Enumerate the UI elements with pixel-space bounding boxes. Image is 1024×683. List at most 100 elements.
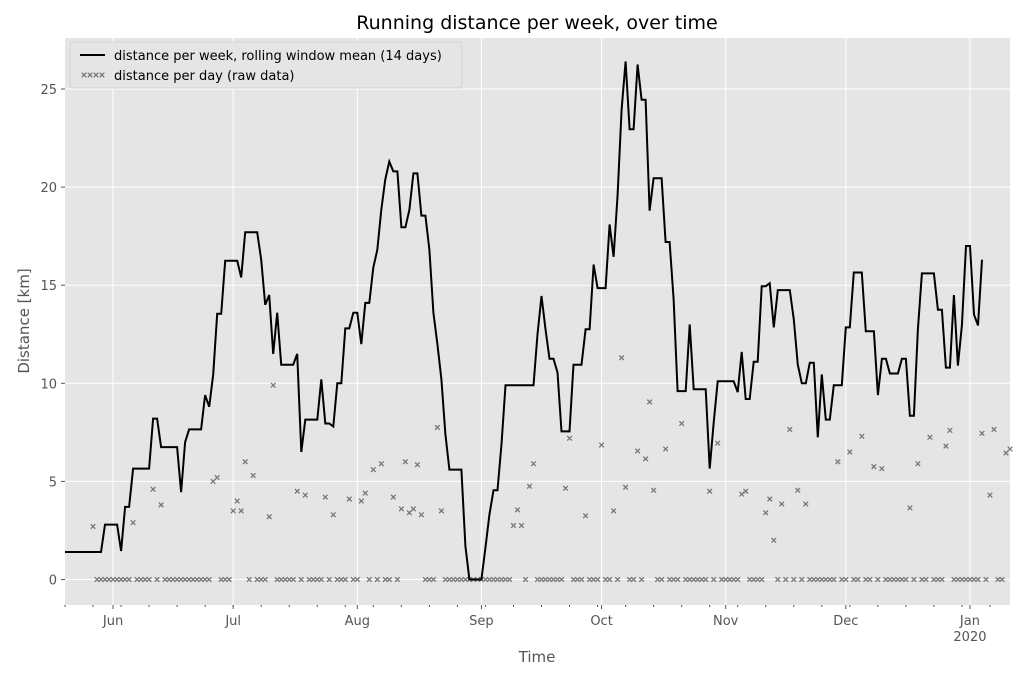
raw-data-point [382, 576, 389, 583]
raw-data-point [338, 576, 345, 583]
raw-data-point [438, 508, 445, 514]
raw-data-point [170, 576, 176, 583]
raw-data-point [626, 576, 633, 583]
raw-data-point [590, 576, 597, 583]
raw-data-point [350, 576, 357, 583]
raw-data-point [178, 576, 184, 583]
raw-data-point [446, 576, 453, 583]
raw-data-point [542, 576, 549, 583]
raw-data-point [698, 576, 705, 583]
raw-data-point [550, 576, 557, 583]
raw-data-point [262, 576, 268, 583]
raw-data-point [118, 576, 124, 583]
raw-data-point [370, 466, 377, 473]
raw-data-point [138, 576, 144, 583]
raw-data-point [490, 576, 497, 583]
raw-data-point [851, 576, 857, 583]
raw-data-point [762, 510, 769, 516]
raw-data-point [574, 576, 581, 583]
raw-data-point [863, 576, 869, 583]
raw-data-point [971, 576, 977, 583]
raw-data-point [967, 576, 973, 583]
raw-data-point [258, 576, 264, 583]
raw-data-point [706, 488, 713, 494]
raw-data-point [534, 576, 541, 583]
raw-data-point [622, 484, 629, 491]
raw-data-point [526, 483, 533, 490]
raw-data-point [518, 522, 525, 529]
raw-data-point [783, 576, 789, 583]
y-tick-label: 10 [40, 377, 57, 392]
raw-data-point [947, 427, 953, 434]
raw-data-point [498, 576, 505, 583]
raw-data-point [246, 576, 252, 583]
raw-data-point [510, 522, 517, 529]
raw-data-point [102, 576, 108, 583]
raw-data-point [266, 513, 272, 520]
legend-marker [81, 72, 87, 78]
raw-data-point [875, 576, 881, 583]
legend-label-rolling: distance per week, rolling window mean (… [114, 49, 442, 64]
raw-data-point [899, 576, 905, 583]
legend: distance per week, rolling window mean (… [69, 41, 463, 89]
raw-data-point [570, 576, 577, 583]
x-tick-label: Jul [224, 614, 241, 629]
raw-data-point [530, 460, 537, 467]
raw-data-point [522, 576, 529, 583]
raw-data-point [214, 474, 220, 481]
raw-data-point [678, 420, 685, 427]
raw-data-point [614, 576, 621, 583]
raw-data-point [198, 576, 204, 583]
raw-data-point [358, 498, 365, 504]
raw-data-point [546, 576, 553, 583]
raw-data-point [999, 576, 1005, 583]
x-tick-label: Jan [959, 614, 980, 629]
raw-data-point [154, 576, 160, 583]
raw-data-point [919, 576, 925, 583]
raw-data-point [326, 576, 333, 583]
raw-data-point [730, 576, 737, 583]
raw-data-point [859, 433, 865, 440]
raw-data-point [586, 576, 593, 583]
raw-data-point [106, 576, 112, 583]
raw-data-point [766, 496, 773, 502]
raw-data-point [482, 576, 489, 583]
grid [65, 38, 1010, 605]
x-tick-label: Aug [345, 614, 370, 629]
raw-data-point [654, 576, 661, 583]
raw-data-point [646, 399, 653, 405]
raw-data-point [458, 576, 465, 583]
raw-data-point [142, 576, 148, 583]
raw-data-point [306, 576, 313, 583]
raw-data-point [126, 576, 132, 583]
raw-data-point [182, 576, 188, 583]
raw-data-point [734, 576, 741, 583]
x-axis-label: Time [518, 648, 556, 666]
plot-background [65, 38, 1010, 605]
raw-data-point [879, 465, 885, 472]
raw-data-point [738, 491, 745, 497]
raw-data-point [418, 511, 425, 518]
raw-data-point [819, 576, 825, 583]
raw-data-point [278, 576, 284, 583]
raw-data-point [666, 576, 673, 583]
raw-data-point [927, 434, 933, 441]
raw-data-point [386, 576, 393, 583]
raw-data-point [702, 576, 709, 583]
raw-data-point [770, 537, 777, 544]
raw-data-point [330, 511, 337, 518]
raw-data-point [839, 576, 845, 583]
raw-data-point [694, 576, 701, 583]
raw-data-point [682, 576, 689, 583]
raw-data-point [250, 472, 256, 479]
raw-data-point [726, 576, 733, 583]
raw-data-point [823, 576, 829, 583]
raw-data-point [210, 478, 216, 485]
raw-data-point [606, 576, 613, 583]
raw-data-point [270, 382, 276, 389]
raw-data-point [346, 496, 353, 502]
raw-data-point [578, 576, 585, 583]
raw-data-point [566, 435, 573, 441]
raw-data-point [114, 576, 120, 583]
raw-data-point [462, 576, 469, 583]
